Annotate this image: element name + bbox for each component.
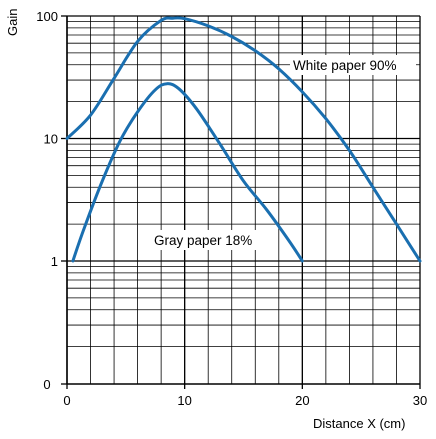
y-tick-labels: 0 1 10 100 — [36, 9, 58, 392]
white-paper-label-text: White paper 90% — [293, 58, 397, 73]
y-tick-label: 1 — [51, 254, 58, 269]
series-line-white-paper — [65, 16, 422, 263]
y-tick-label: 100 — [36, 9, 58, 24]
x-tick-label: 10 — [177, 393, 191, 408]
white-paper-label: White paper 90% — [290, 55, 416, 75]
plot-frame — [61, 15, 421, 389]
gray-paper-label: Gray paper 18% — [150, 230, 272, 250]
x-axis-label: Distance X (cm) — [313, 416, 405, 431]
x-tick-label: 0 — [63, 393, 70, 408]
y-axis-label: Gain — [5, 9, 20, 36]
curves — [65, 16, 422, 263]
grid — [66, 15, 421, 384]
series-line-gray-paper — [71, 82, 304, 263]
y-tick-label: 10 — [44, 132, 58, 147]
x-tick-labels: 0 10 20 30 — [63, 393, 427, 408]
gray-paper-label-text: Gray paper 18% — [154, 233, 252, 248]
x-tick-label: 30 — [413, 393, 427, 408]
x-tick-label: 20 — [295, 393, 309, 408]
y-tick-label-zero: 0 — [43, 377, 50, 392]
